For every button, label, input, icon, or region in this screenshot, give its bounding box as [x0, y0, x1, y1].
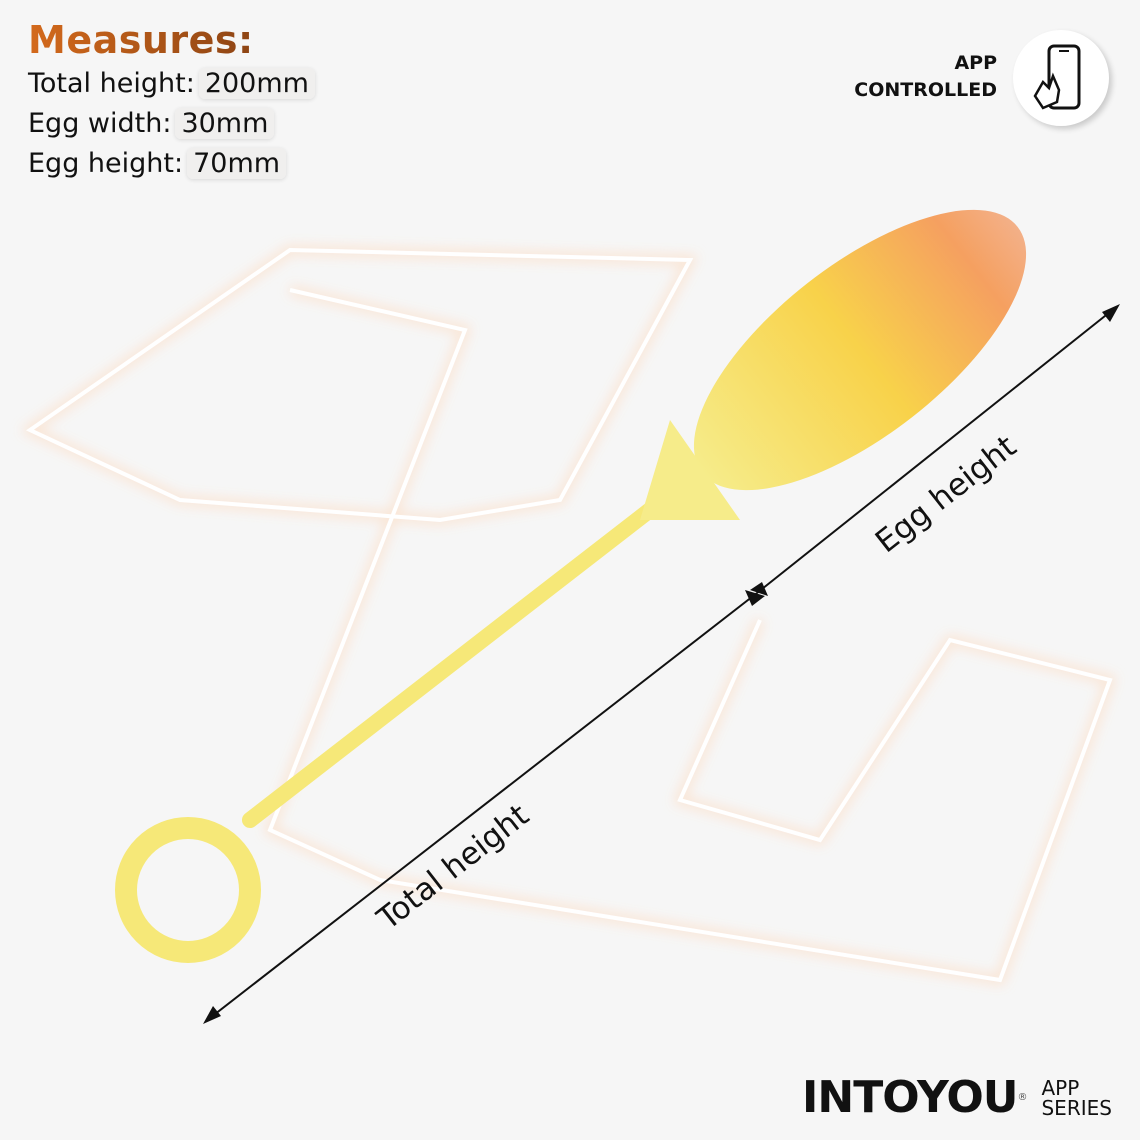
measure-label: Egg width: [28, 108, 172, 139]
product [115, 209, 1027, 963]
measures-title: Measures: [28, 16, 315, 64]
measure-value: 70mm [187, 148, 287, 179]
arrow-head-icon [745, 582, 768, 606]
registered-mark: ® [1017, 1092, 1028, 1103]
total-height-dimension-line [209, 592, 758, 1019]
measure-value: 30mm [175, 108, 275, 139]
measure-row: Total height: 200mm [28, 64, 315, 104]
arrow-head-icon [1102, 304, 1120, 322]
badge-line: CONTROLLED [854, 79, 997, 101]
egg-height-dimension-line [756, 307, 1116, 594]
logo-sub-line: APP [1041, 1075, 1080, 1100]
logo-sub-line: SERIES [1041, 1095, 1112, 1120]
badge-line: APP [954, 52, 997, 74]
measure-row: Egg height: 70mm [28, 144, 315, 184]
app-controlled-label: APP CONTROLLED [854, 50, 997, 104]
measure-label: Total height: [28, 68, 195, 99]
measure-value: 200mm [198, 68, 315, 99]
measure-label: Egg height: [28, 148, 184, 179]
background-logo-outline-inner [25, 247, 1113, 983]
logo-wordmark: INTOYOU [802, 1072, 1018, 1123]
arrow-head-icon [203, 1006, 221, 1024]
phone-touch-icon [1033, 44, 1081, 110]
brand-logo: INTOYOU ® APP SERIES [802, 1072, 1112, 1123]
app-badge [1013, 30, 1109, 126]
logo-subtitle: APP SERIES [1041, 1078, 1111, 1118]
measure-row: Egg width: 30mm [28, 104, 315, 144]
measures-panel: Measures: Total height: 200mm Egg width: 3… [28, 16, 315, 184]
